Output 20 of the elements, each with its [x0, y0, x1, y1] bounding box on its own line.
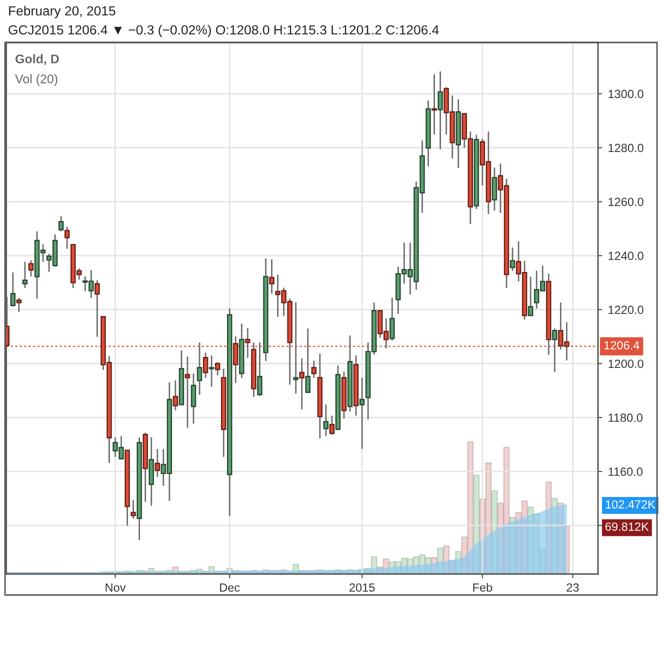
y2-tick-label: 69.812K	[606, 522, 649, 531]
chart-title: February 20, 2015	[9, 6, 116, 18]
y-tick-label: 1200.0	[608, 360, 644, 368]
y2-tick-label: 102.472K	[606, 500, 656, 509]
x-tick-label: 23	[566, 583, 579, 592]
y-tick-label: 1180.0	[608, 414, 642, 422]
y-tick-label: 1300.0	[608, 90, 644, 98]
annotation: Gold, D	[16, 54, 59, 66]
x-tick-label: Nov	[106, 583, 126, 592]
y-tick-label: 1260.0	[608, 198, 644, 206]
x-tick-label: 2015	[350, 583, 375, 592]
y-tick-label: 1220.0	[608, 306, 644, 314]
x-tick-label: Dec	[220, 583, 240, 592]
ref-line-label: 1206.4	[604, 341, 640, 350]
x-tick-label: Feb	[473, 583, 492, 592]
y-tick-label: 1240.0	[608, 252, 644, 260]
annotation: Vol (20)	[15, 74, 58, 86]
chart-subtitle: GCJ2015 1206.4 ▼ −0.3 (−0.02%) O:1208.0 H:1215.3 L:1201.2 C:1206.4	[8, 24, 439, 38]
y-tick-label: 1280.0	[608, 144, 644, 152]
y-tick-label: 1160.0	[608, 468, 642, 476]
